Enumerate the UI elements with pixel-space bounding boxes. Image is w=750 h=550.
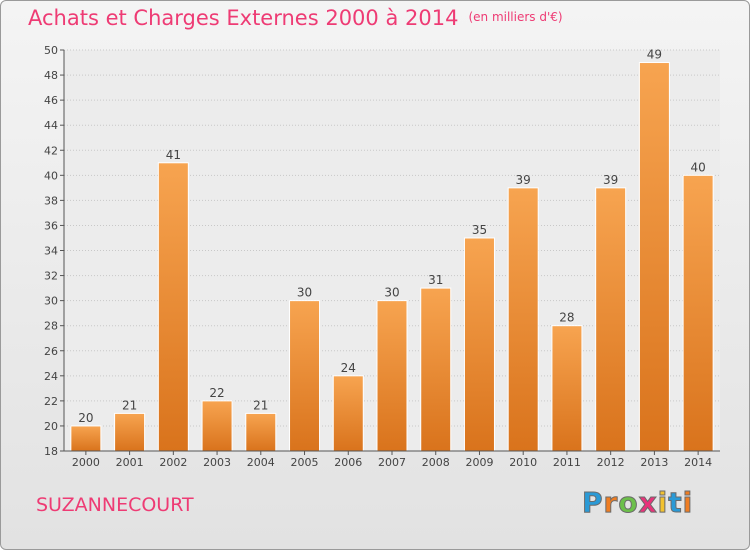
bar [376, 300, 408, 452]
chart-unit: (en milliers d'€) [468, 10, 563, 24]
data-label: 21 [122, 398, 137, 412]
x-tick-label: 2007 [378, 456, 406, 469]
x-tick-label: 2000 [72, 456, 100, 469]
chart-title: Achats et Charges Externes 2000 à 2014 (e… [28, 6, 563, 30]
proxiti-logo[interactable]: Proxiti [582, 486, 694, 520]
data-label: 40 [690, 160, 705, 174]
y-tick-label: 32 [44, 270, 58, 283]
y-tick-label: 40 [44, 169, 58, 182]
data-label: 41 [166, 148, 181, 162]
data-label: 24 [341, 361, 356, 375]
bar [682, 174, 714, 452]
bar [201, 400, 233, 452]
y-tick-label: 20 [44, 420, 58, 433]
y-tick-label: 42 [44, 144, 58, 157]
x-tick-label: 2009 [465, 456, 493, 469]
logo-letter: o [618, 486, 639, 520]
data-label: 22 [209, 386, 224, 400]
bar [551, 325, 583, 452]
y-tick-label: 44 [44, 119, 58, 132]
x-tick-label: 2006 [334, 456, 362, 469]
x-tick-label: 2001 [116, 456, 144, 469]
y-tick-label: 38 [44, 194, 58, 207]
data-label: 49 [647, 48, 662, 62]
commune-name: SUZANNECOURT [36, 494, 194, 516]
x-tick-label: 2014 [684, 456, 712, 469]
x-tick-label: 2010 [509, 456, 537, 469]
logo-letter: x [638, 486, 658, 520]
y-tick-label: 50 [44, 44, 58, 57]
logo-letter: r [603, 486, 619, 520]
bar [463, 237, 495, 452]
y-tick-label: 22 [44, 395, 58, 408]
x-tick-label: 2002 [159, 456, 187, 469]
x-tick-label: 2011 [553, 456, 581, 469]
data-label: 28 [559, 311, 574, 325]
data-label: 31 [428, 273, 443, 287]
data-label: 39 [516, 173, 531, 187]
data-label: 21 [253, 398, 268, 412]
bar [638, 62, 670, 452]
bar [157, 162, 189, 452]
bar [289, 300, 321, 452]
y-tick-label: 30 [44, 295, 58, 308]
y-tick-label: 34 [44, 245, 58, 258]
x-tick-label: 2004 [247, 456, 275, 469]
logo-letter: i [657, 486, 669, 520]
x-tick-label: 2005 [291, 456, 319, 469]
y-tick-label: 24 [44, 370, 58, 383]
bar [507, 187, 539, 452]
bar [332, 375, 364, 452]
x-tick-label: 2008 [422, 456, 450, 469]
logo-letter: t [668, 486, 683, 520]
data-label: 20 [78, 411, 93, 425]
y-tick-label: 36 [44, 219, 58, 232]
x-tick-label: 2003 [203, 456, 231, 469]
data-label: 30 [384, 286, 399, 300]
y-tick-label: 26 [44, 345, 58, 358]
x-tick-label: 2012 [597, 456, 625, 469]
chart-title-text: Achats et Charges Externes 2000 à 2014 [28, 6, 459, 30]
bar [420, 287, 452, 452]
bar [70, 425, 102, 452]
data-label: 35 [472, 223, 487, 237]
logo-letter: P [582, 486, 604, 520]
y-tick-label: 18 [44, 445, 58, 458]
x-tick-label: 2013 [640, 456, 668, 469]
y-tick-label: 46 [44, 94, 58, 107]
bar [595, 187, 627, 452]
y-tick-label: 48 [44, 69, 58, 82]
bar [245, 412, 277, 452]
data-label: 39 [603, 173, 618, 187]
data-label: 30 [297, 286, 312, 300]
bar [114, 412, 146, 452]
logo-letter: i [682, 486, 694, 520]
y-tick-label: 28 [44, 320, 58, 333]
